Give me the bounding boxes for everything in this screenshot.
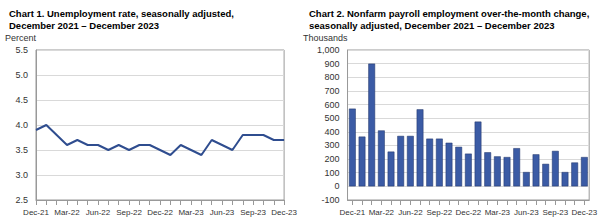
- svg-text:Thousands: Thousands: [303, 33, 348, 43]
- svg-text:Sep-23: Sep-23: [240, 208, 266, 217]
- svg-text:Chart 2. Nonfarm payroll emplo: Chart 2. Nonfarm payroll employment over…: [309, 8, 589, 19]
- svg-text:3.0: 3.0: [15, 170, 28, 180]
- svg-text:600: 600: [324, 100, 339, 110]
- svg-text:Jun-23: Jun-23: [514, 208, 539, 217]
- svg-text:Dec-23: Dec-23: [271, 208, 297, 217]
- svg-text:Chart 1. Unemployment rate, se: Chart 1. Unemployment rate, seasonally a…: [9, 8, 234, 19]
- svg-text:500: 500: [324, 113, 339, 123]
- svg-text:Dec-22: Dec-22: [455, 208, 481, 217]
- svg-text:300: 300: [324, 140, 339, 150]
- svg-text:Sep-23: Sep-23: [542, 208, 568, 217]
- svg-text:0: 0: [335, 181, 340, 191]
- svg-text:Dec-22: Dec-22: [147, 208, 173, 217]
- svg-text:Dec-23: Dec-23: [571, 208, 597, 217]
- svg-text:400: 400: [324, 127, 339, 137]
- svg-text:4.0: 4.0: [15, 120, 28, 130]
- svg-text:700: 700: [324, 86, 339, 96]
- svg-text:1,000: 1,000: [317, 45, 340, 55]
- svg-text:Mar-22: Mar-22: [54, 208, 80, 217]
- svg-text:Sep-22: Sep-22: [116, 208, 142, 217]
- svg-text:100: 100: [324, 168, 339, 178]
- svg-text:Mar-23: Mar-23: [485, 208, 511, 217]
- svg-text:3.5: 3.5: [15, 145, 28, 155]
- svg-text:Mar-23: Mar-23: [178, 208, 204, 217]
- svg-text:Percent: Percent: [5, 33, 37, 43]
- svg-text:Dec-21: Dec-21: [339, 208, 365, 217]
- svg-text:200: 200: [324, 154, 339, 164]
- svg-text:Jun-22: Jun-22: [398, 208, 423, 217]
- svg-text:Sep-22: Sep-22: [426, 208, 452, 217]
- svg-text:Jun-22: Jun-22: [86, 208, 111, 217]
- svg-text:Mar-22: Mar-22: [369, 208, 395, 217]
- svg-text:900: 900: [324, 59, 339, 69]
- svg-text:December 2021 – December 2023: December 2021 – December 2023: [9, 20, 159, 31]
- svg-text:Dec-21: Dec-21: [23, 208, 49, 217]
- svg-text:5.5: 5.5: [15, 45, 28, 55]
- svg-text:5.0: 5.0: [15, 70, 28, 80]
- svg-text:seasonally adjusted, December: seasonally adjusted, December 2021 – Dec…: [309, 20, 555, 31]
- svg-text:Jun-23: Jun-23: [210, 208, 235, 217]
- svg-text:-100: -100: [322, 195, 340, 205]
- svg-text:2.5: 2.5: [15, 195, 28, 205]
- svg-text:800: 800: [324, 72, 339, 82]
- svg-text:4.5: 4.5: [15, 95, 28, 105]
